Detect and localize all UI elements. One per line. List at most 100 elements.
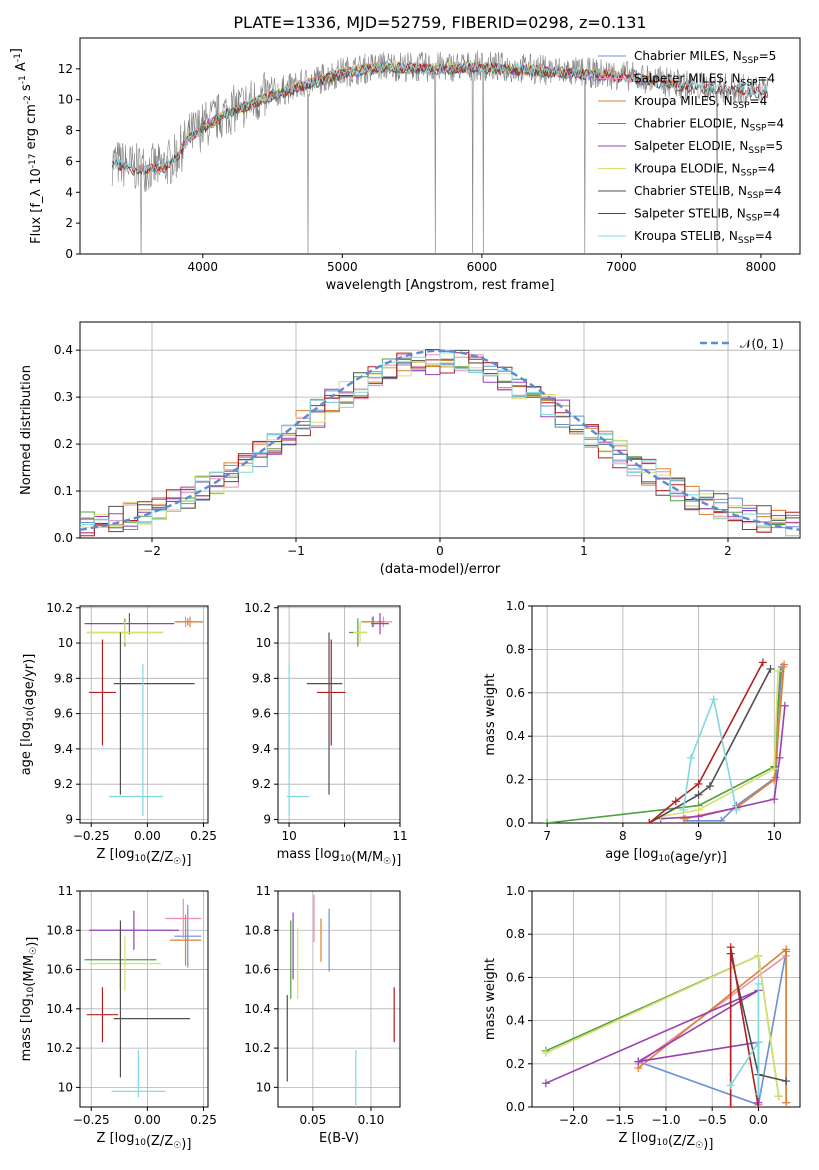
legend-sub: SSP	[748, 146, 765, 156]
y-tick: 0	[65, 247, 80, 261]
y-tick-label: 0.2	[506, 773, 525, 787]
x-axis-label: age [log10(age/yr)]	[605, 847, 727, 865]
label-part: Z [	[97, 1131, 115, 1146]
label-part: mass weight	[483, 673, 498, 755]
label-sub: 10	[26, 986, 36, 998]
x-tick: −0.25	[73, 1107, 110, 1127]
label-part: (Z/	[668, 1134, 687, 1149]
y-tick-label: 0.6	[506, 686, 525, 700]
y-tick: 10.6	[46, 963, 80, 977]
label-part: (M/	[351, 850, 372, 865]
x-tick: 8	[619, 823, 627, 843]
legend-entry-chabrier_miles: Chabrier MILES, NSSP=5	[634, 49, 776, 66]
x-tick-label: 0	[436, 544, 444, 558]
legend: Chabrier MILES, NSSP=5 Salpeter MILES, NS…	[598, 49, 784, 246]
y-tick-label: 11	[256, 884, 271, 898]
x-axis-label: Z [log10(Z/Z☉)]	[97, 1131, 192, 1152]
y-tick: 0.4	[506, 1014, 532, 1028]
x-tick-label: 1	[580, 544, 588, 558]
label-part: Flux [f_λ 10	[29, 168, 44, 244]
y-tick-label: 9	[263, 812, 271, 826]
label-part: (Z/	[146, 850, 165, 865]
y-tick-label: 9.2	[252, 777, 271, 791]
label-part: Z	[164, 1134, 173, 1149]
label-part: (age/yr)]	[22, 654, 37, 711]
y-tick: 11	[58, 884, 80, 898]
figure-title: PLATE=1336, MJD=52759, FIBERID=0298, z=0…	[233, 13, 646, 32]
y-tick-label: 9.8	[54, 671, 73, 685]
y-tick: 0.6	[506, 970, 532, 984]
x-axis-label: Z [log10(Z/Z☉)]	[619, 1131, 714, 1152]
label-part: M	[372, 850, 383, 865]
label-part: )]	[181, 853, 191, 868]
label-part: age [	[605, 847, 638, 862]
y-tick: 4	[65, 185, 80, 199]
y-tick: 9.6	[54, 707, 80, 721]
x-tick-label: 0.25	[190, 1113, 217, 1127]
label-sub: ☉	[383, 857, 391, 867]
label-sub: ☉	[173, 1141, 181, 1151]
legend-tail: =4	[757, 162, 775, 176]
y-tick: 10	[58, 636, 80, 650]
y-axis-label: mass weight	[483, 958, 498, 1040]
label-sup: -1	[13, 53, 23, 62]
axes-frame	[79, 37, 801, 255]
legend-main: Chabrier STELIB, N	[634, 184, 747, 198]
legend-sub: SSP	[738, 236, 755, 246]
y-tick-label: 11	[58, 884, 73, 898]
legend-tail: =5	[765, 139, 783, 153]
chart-residuals: −2 −1 0 1 2 0.0 0.1 0.2 0.3 0.4 (data-model)/error…	[19, 321, 801, 577]
y-tick: 0.2	[506, 1057, 532, 1071]
x-tick-label: 10	[767, 829, 782, 843]
x-tick-label: 6000	[467, 260, 498, 274]
x-tick: 0.00	[134, 823, 161, 843]
axes-frame	[79, 321, 801, 539]
x-tick: 0.0	[749, 1107, 768, 1127]
y-tick-label: 0.4	[54, 343, 73, 357]
label-part: )]	[703, 1137, 713, 1152]
label-part: log	[19, 722, 34, 742]
legend-sub: SSP	[741, 79, 758, 89]
x-axis-label: (data-model)/error	[380, 562, 501, 577]
x-tick: 11	[392, 823, 408, 843]
x-tick-label: 8000	[746, 260, 777, 274]
y-tick-label: 9.4	[54, 742, 73, 756]
y-tick-label: 10.2	[46, 1041, 73, 1055]
y-tick-label: 0	[65, 247, 73, 261]
legend-main: Kroupa STELIB, N	[634, 229, 738, 243]
y-tick: 0.2	[54, 437, 80, 451]
model-spectrum-kroupa_stelib	[111, 60, 769, 175]
y-tick: 9	[65, 812, 80, 826]
histogram-salpeter_stelib	[80, 352, 800, 537]
y-tick: 9	[263, 812, 278, 826]
y-tick: 10.4	[46, 1002, 80, 1016]
legend-entry-salpeter_miles: Salpeter MILES, NSSP=4	[634, 72, 775, 89]
weight-line-kroupa_stelib	[682, 696, 738, 811]
legend-entry-kroupa_elodie: Kroupa ELODIE, NSSP=4	[634, 162, 775, 179]
x-axis-label: mass [log10(M/M☉)]	[277, 847, 402, 868]
x-tick: −0.5	[698, 1107, 727, 1127]
label-sub: ☉	[29, 947, 39, 955]
plot-area	[541, 943, 791, 1107]
x-tick-label: 0.10	[358, 1113, 385, 1127]
y-axis-label: Normed distribution	[19, 365, 34, 495]
label-sub: 10	[135, 1138, 147, 1148]
y-tick-label: 0.8	[506, 642, 525, 656]
x-tick: 4000	[188, 254, 218, 274]
y-tick-label: 0.0	[506, 816, 525, 830]
y-tick: 0.0	[506, 816, 532, 830]
label-part: (M/	[22, 965, 37, 986]
legend-entry-chabrier_elodie: Chabrier ELODIE, NSSP=4	[634, 117, 784, 134]
axes-frame	[531, 605, 801, 824]
x-tick: 0.10	[358, 1107, 385, 1127]
x-tick: 10	[767, 823, 782, 843]
legend-entry-kroupa_stelib: Kroupa STELIB, NSSP=4	[634, 229, 772, 246]
label-part: age [	[19, 742, 34, 775]
axes-frame	[531, 890, 801, 1108]
y-tick: 6	[65, 154, 80, 168]
legend-sub: SSP	[742, 56, 759, 66]
y-tick-label: 1.0	[506, 884, 525, 898]
label-part: M	[22, 955, 37, 966]
